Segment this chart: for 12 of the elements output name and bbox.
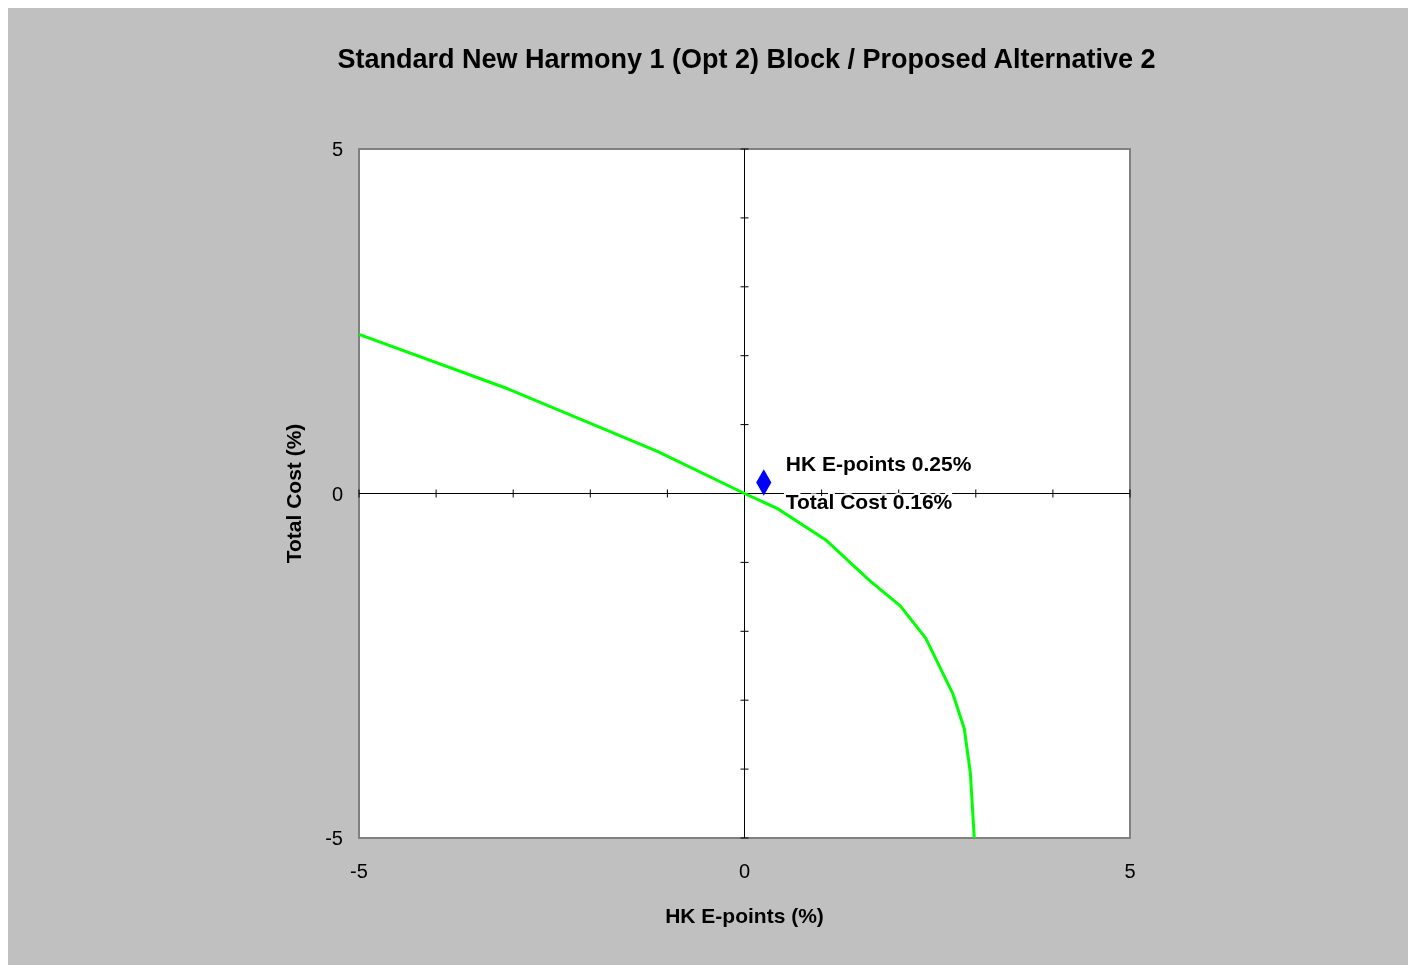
- x-tick-label: 0: [738, 860, 751, 882]
- y-tick-label: 5: [331, 138, 343, 160]
- x-tick-label: 5: [1124, 860, 1136, 882]
- annotation: Total Cost 0.16%: [785, 490, 953, 514]
- annotation: HK E-points 0.25%: [785, 452, 972, 476]
- y-axis-title: Total Cost (%): [282, 423, 305, 564]
- line-series: [357, 332, 976, 840]
- chart-title: Standard New Harmony 1 (Opt 2) Block / Proposed Alternative 2: [337, 44, 1156, 74]
- y-tick-label: -5: [325, 827, 343, 849]
- x-tick-label: -5: [350, 860, 368, 882]
- y-tick-label: 0: [331, 482, 343, 505]
- x-axis-title: HK E-points (%): [665, 904, 824, 927]
